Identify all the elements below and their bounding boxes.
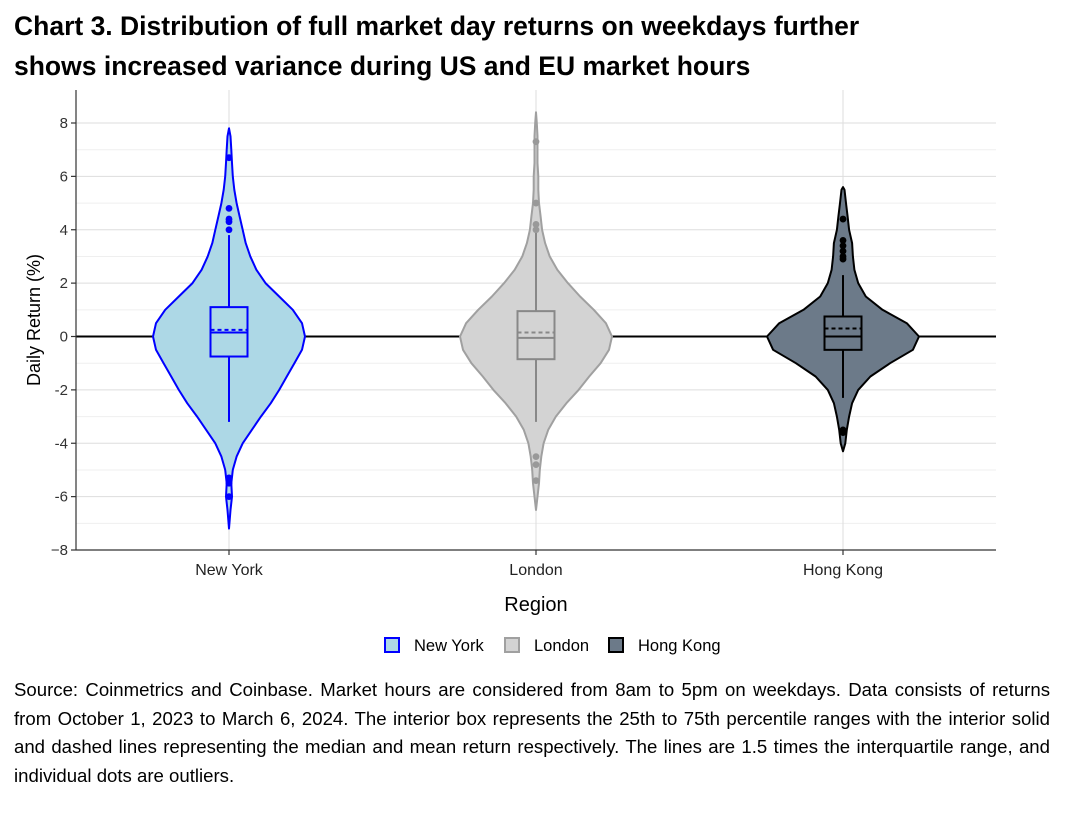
outlier-point (839, 242, 847, 250)
y-tick-label: 6 (60, 168, 68, 185)
y-axis-title: Daily Return (%) (24, 254, 44, 386)
x-axis-title: Region (504, 594, 567, 616)
outlier-point (839, 255, 847, 263)
x-tick-label: New York (195, 562, 264, 579)
outlier-point (225, 218, 233, 226)
outlier-point (532, 199, 540, 207)
violin-new-york (152, 127, 306, 530)
legend-label: Hong Kong (638, 637, 721, 655)
y-tick-label: −8 (51, 542, 68, 559)
x-tick-label: Hong Kong (803, 562, 883, 579)
outlier-point (225, 205, 233, 212)
legend-swatch (504, 637, 520, 653)
iqr-box (516, 310, 556, 361)
legend-swatch (384, 637, 400, 653)
iqr-box (823, 315, 863, 351)
outlier-point (532, 138, 540, 146)
outlier-point (839, 237, 847, 244)
outlier-point (225, 154, 233, 162)
x-tick-label: London (509, 562, 562, 579)
violin-chart: 8 6 4 2 0 -2 -4 -6 −8 New York London Hong Kong Regi… (24, 90, 996, 655)
violins (152, 111, 920, 530)
y-tick-label: 4 (60, 222, 68, 239)
outlier-point (225, 479, 233, 487)
outlier-point (532, 221, 540, 228)
y-tick-label: -6 (55, 489, 68, 506)
y-tick-label: -2 (55, 382, 68, 399)
outlier-point (532, 226, 540, 234)
y-tick-label: 0 (60, 329, 68, 346)
outlier-point (839, 247, 847, 255)
violin-london (459, 111, 613, 511)
chart-title: Chart 3. Distribution of full market day… (14, 6, 1054, 86)
legend-label: New York (414, 637, 484, 655)
source-footnote: Source: Coinmetrics and Coinbase. Market… (14, 679, 1050, 786)
outlier-point (225, 493, 233, 501)
legend-label: London (534, 637, 589, 655)
y-tick-label: -4 (55, 435, 68, 452)
outlier-point (225, 226, 233, 234)
chart-title-line-1: Chart 3. Distribution of full market day… (14, 11, 860, 41)
outlier-point (225, 474, 233, 482)
outlier-point (839, 215, 847, 223)
violin-hong-kong (766, 186, 920, 453)
chart-title-line-2: shows increased variance during US and E… (14, 51, 751, 81)
legend-swatch (608, 637, 624, 653)
legend: New York London Hong Kong (384, 637, 721, 655)
outlier-point (532, 453, 540, 460)
y-tick-label: 2 (60, 275, 68, 292)
outlier-point (839, 429, 847, 436)
axes: 8 6 4 2 0 -2 -4 -6 −8 New York London Hong Kong Regi… (24, 90, 996, 616)
y-tick-label: 8 (60, 115, 68, 132)
outlier-point (532, 461, 540, 468)
outlier-point (532, 477, 540, 485)
